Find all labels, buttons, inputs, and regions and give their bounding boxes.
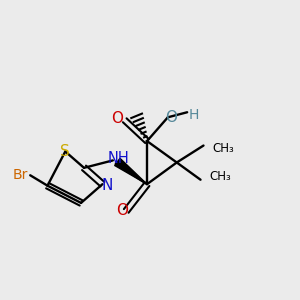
Text: CH₃: CH₃ xyxy=(212,142,234,155)
Text: NH: NH xyxy=(108,151,130,166)
Text: CH₃: CH₃ xyxy=(209,170,231,183)
Polygon shape xyxy=(115,158,147,184)
Text: O: O xyxy=(111,111,123,126)
Text: S: S xyxy=(60,144,70,159)
Text: N: N xyxy=(101,178,112,193)
Text: H: H xyxy=(188,108,199,122)
Text: O: O xyxy=(165,110,177,125)
Text: O: O xyxy=(116,203,128,218)
Text: Br: Br xyxy=(12,168,28,182)
